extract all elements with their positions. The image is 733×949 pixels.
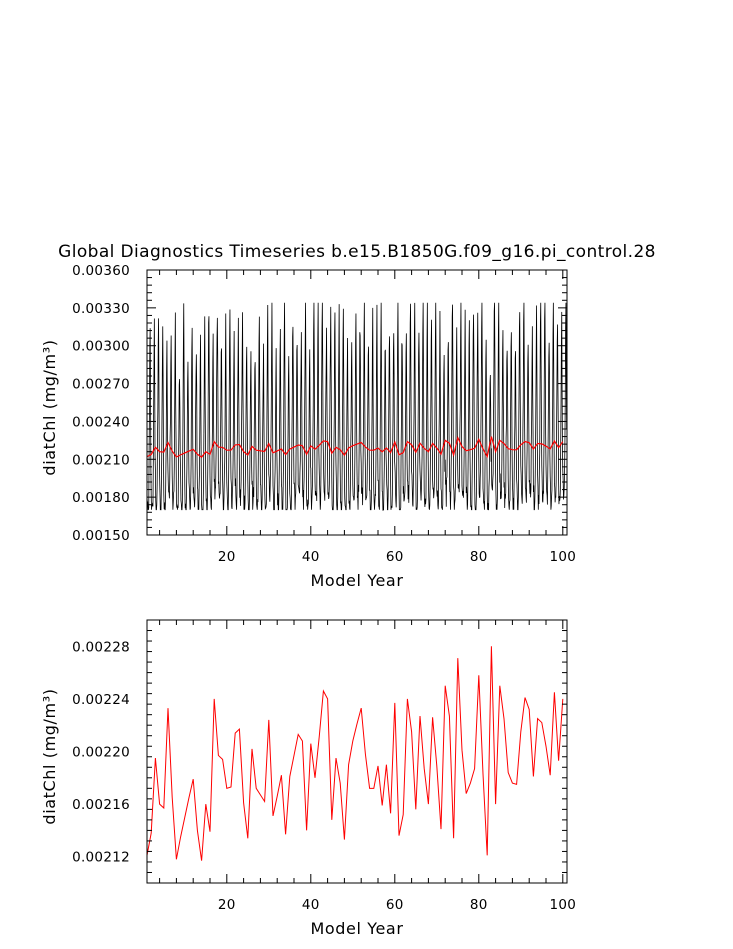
p2-ticks: 20 40 60 80 100 0.00212 0.00216 0.00220 0.00224 0… — [72, 619, 576, 913]
x-tick-label: 80 — [470, 897, 488, 913]
p2-y-axis-label: diatChl (mg/m³) — [40, 688, 59, 824]
y-tick-label: 0.00150 — [72, 528, 130, 544]
p1-series-lines — [147, 302, 567, 512]
x-tick-label: 60 — [386, 549, 404, 565]
p2-plot-frame — [146, 619, 568, 884]
p1-ticks: 20 40 60 80 100 0.00150 0.00180 0.00210 0.00240 0… — [72, 263, 576, 565]
annual-mean-panel: 20 40 60 80 100 0.00212 0.00216 0.00220 0.00224 0… — [40, 619, 576, 938]
x-tick-label: 100 — [549, 897, 576, 913]
y-tick-label: 0.00210 — [72, 452, 130, 468]
x-tick-label: 100 — [549, 549, 576, 565]
x-tick-label: 80 — [470, 549, 488, 565]
y-tick-label: 0.00270 — [72, 377, 130, 393]
p1-x-axis-label: Model Year — [311, 571, 404, 590]
annual-mean-series-line — [147, 435, 564, 459]
monthly-series-line — [147, 302, 567, 512]
x-tick-label: 20 — [218, 549, 236, 565]
p2-x-axis-label: Model Year — [311, 919, 404, 938]
y-tick-label: 0.00360 — [72, 263, 130, 279]
x-tick-label: 40 — [302, 549, 320, 565]
y-tick-label: 0.00330 — [72, 301, 130, 317]
y-tick-label: 0.00212 — [72, 850, 130, 866]
x-tick-label: 20 — [218, 897, 236, 913]
figure-title: Global Diagnostics Timeseries b.e15.B185… — [58, 242, 656, 262]
p1-y-axis-label: diatChl (mg/m³) — [40, 339, 59, 475]
y-tick-label: 0.00220 — [72, 745, 130, 761]
x-tick-label: 60 — [386, 897, 404, 913]
y-tick-label: 0.00180 — [72, 490, 130, 506]
y-tick-label: 0.00228 — [72, 639, 130, 655]
y-tick-label: 0.00300 — [72, 339, 130, 355]
annual-mean-series-line — [147, 646, 564, 861]
p2-series-lines — [147, 646, 564, 861]
monthly-timeseries-panel: 20 40 60 80 100 0.00150 0.00180 0.00210 0.00240 0… — [40, 263, 576, 590]
x-tick-label: 40 — [302, 897, 320, 913]
y-tick-label: 0.00216 — [72, 797, 130, 813]
y-tick-label: 0.00240 — [72, 414, 130, 430]
y-tick-label: 0.00224 — [72, 692, 130, 708]
p1-plot-frame — [146, 269, 568, 536]
